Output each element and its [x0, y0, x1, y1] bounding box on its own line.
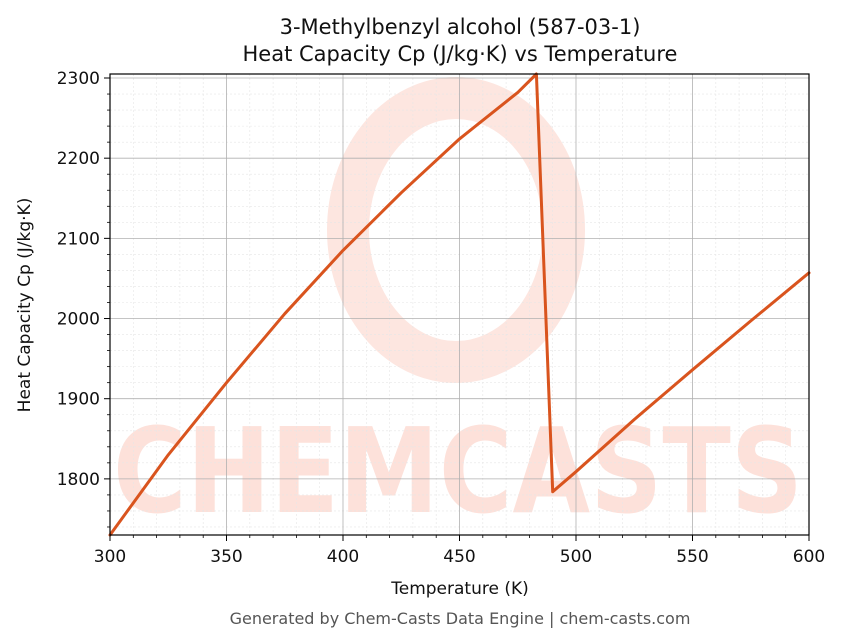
- watermark: CHEMCASTS: [113, 77, 803, 540]
- y-tick-label: 1900: [57, 390, 100, 410]
- x-axis-label: Temperature (K): [390, 579, 529, 599]
- x-tick-label: 550: [676, 547, 708, 567]
- y-axis-label: Heat Capacity Cp (J/kg·K): [15, 198, 35, 413]
- x-tick-label: 500: [560, 547, 592, 567]
- y-tick-label: 2100: [57, 229, 100, 249]
- axis-ticks: [104, 77, 810, 541]
- x-tick-label: 400: [327, 547, 359, 567]
- chart-title-line1: 3-Methylbenzyl alcohol (587-03-1): [280, 15, 641, 39]
- y-tick-label: 2000: [57, 310, 100, 330]
- tick-labels: 300 350 400 450 500 550 600 1800 1900 2000 2100 220…: [57, 69, 825, 567]
- x-tick-label: 350: [210, 547, 242, 567]
- y-tick-label: 1800: [57, 470, 100, 490]
- x-tick-label: 450: [443, 547, 475, 567]
- y-tick-label: 2300: [57, 69, 100, 89]
- watermark-logo-ring: [327, 77, 585, 383]
- chart-title-line2: Heat Capacity Cp (J/kg·K) vs Temperature: [243, 42, 678, 66]
- watermark-text: CHEMCASTS: [113, 402, 803, 540]
- x-tick-label: 600: [793, 547, 825, 567]
- x-tick-label: 300: [94, 547, 126, 567]
- footer-credit: Generated by Chem-Casts Data Engine | ch…: [230, 609, 691, 628]
- y-tick-label: 2200: [57, 149, 100, 169]
